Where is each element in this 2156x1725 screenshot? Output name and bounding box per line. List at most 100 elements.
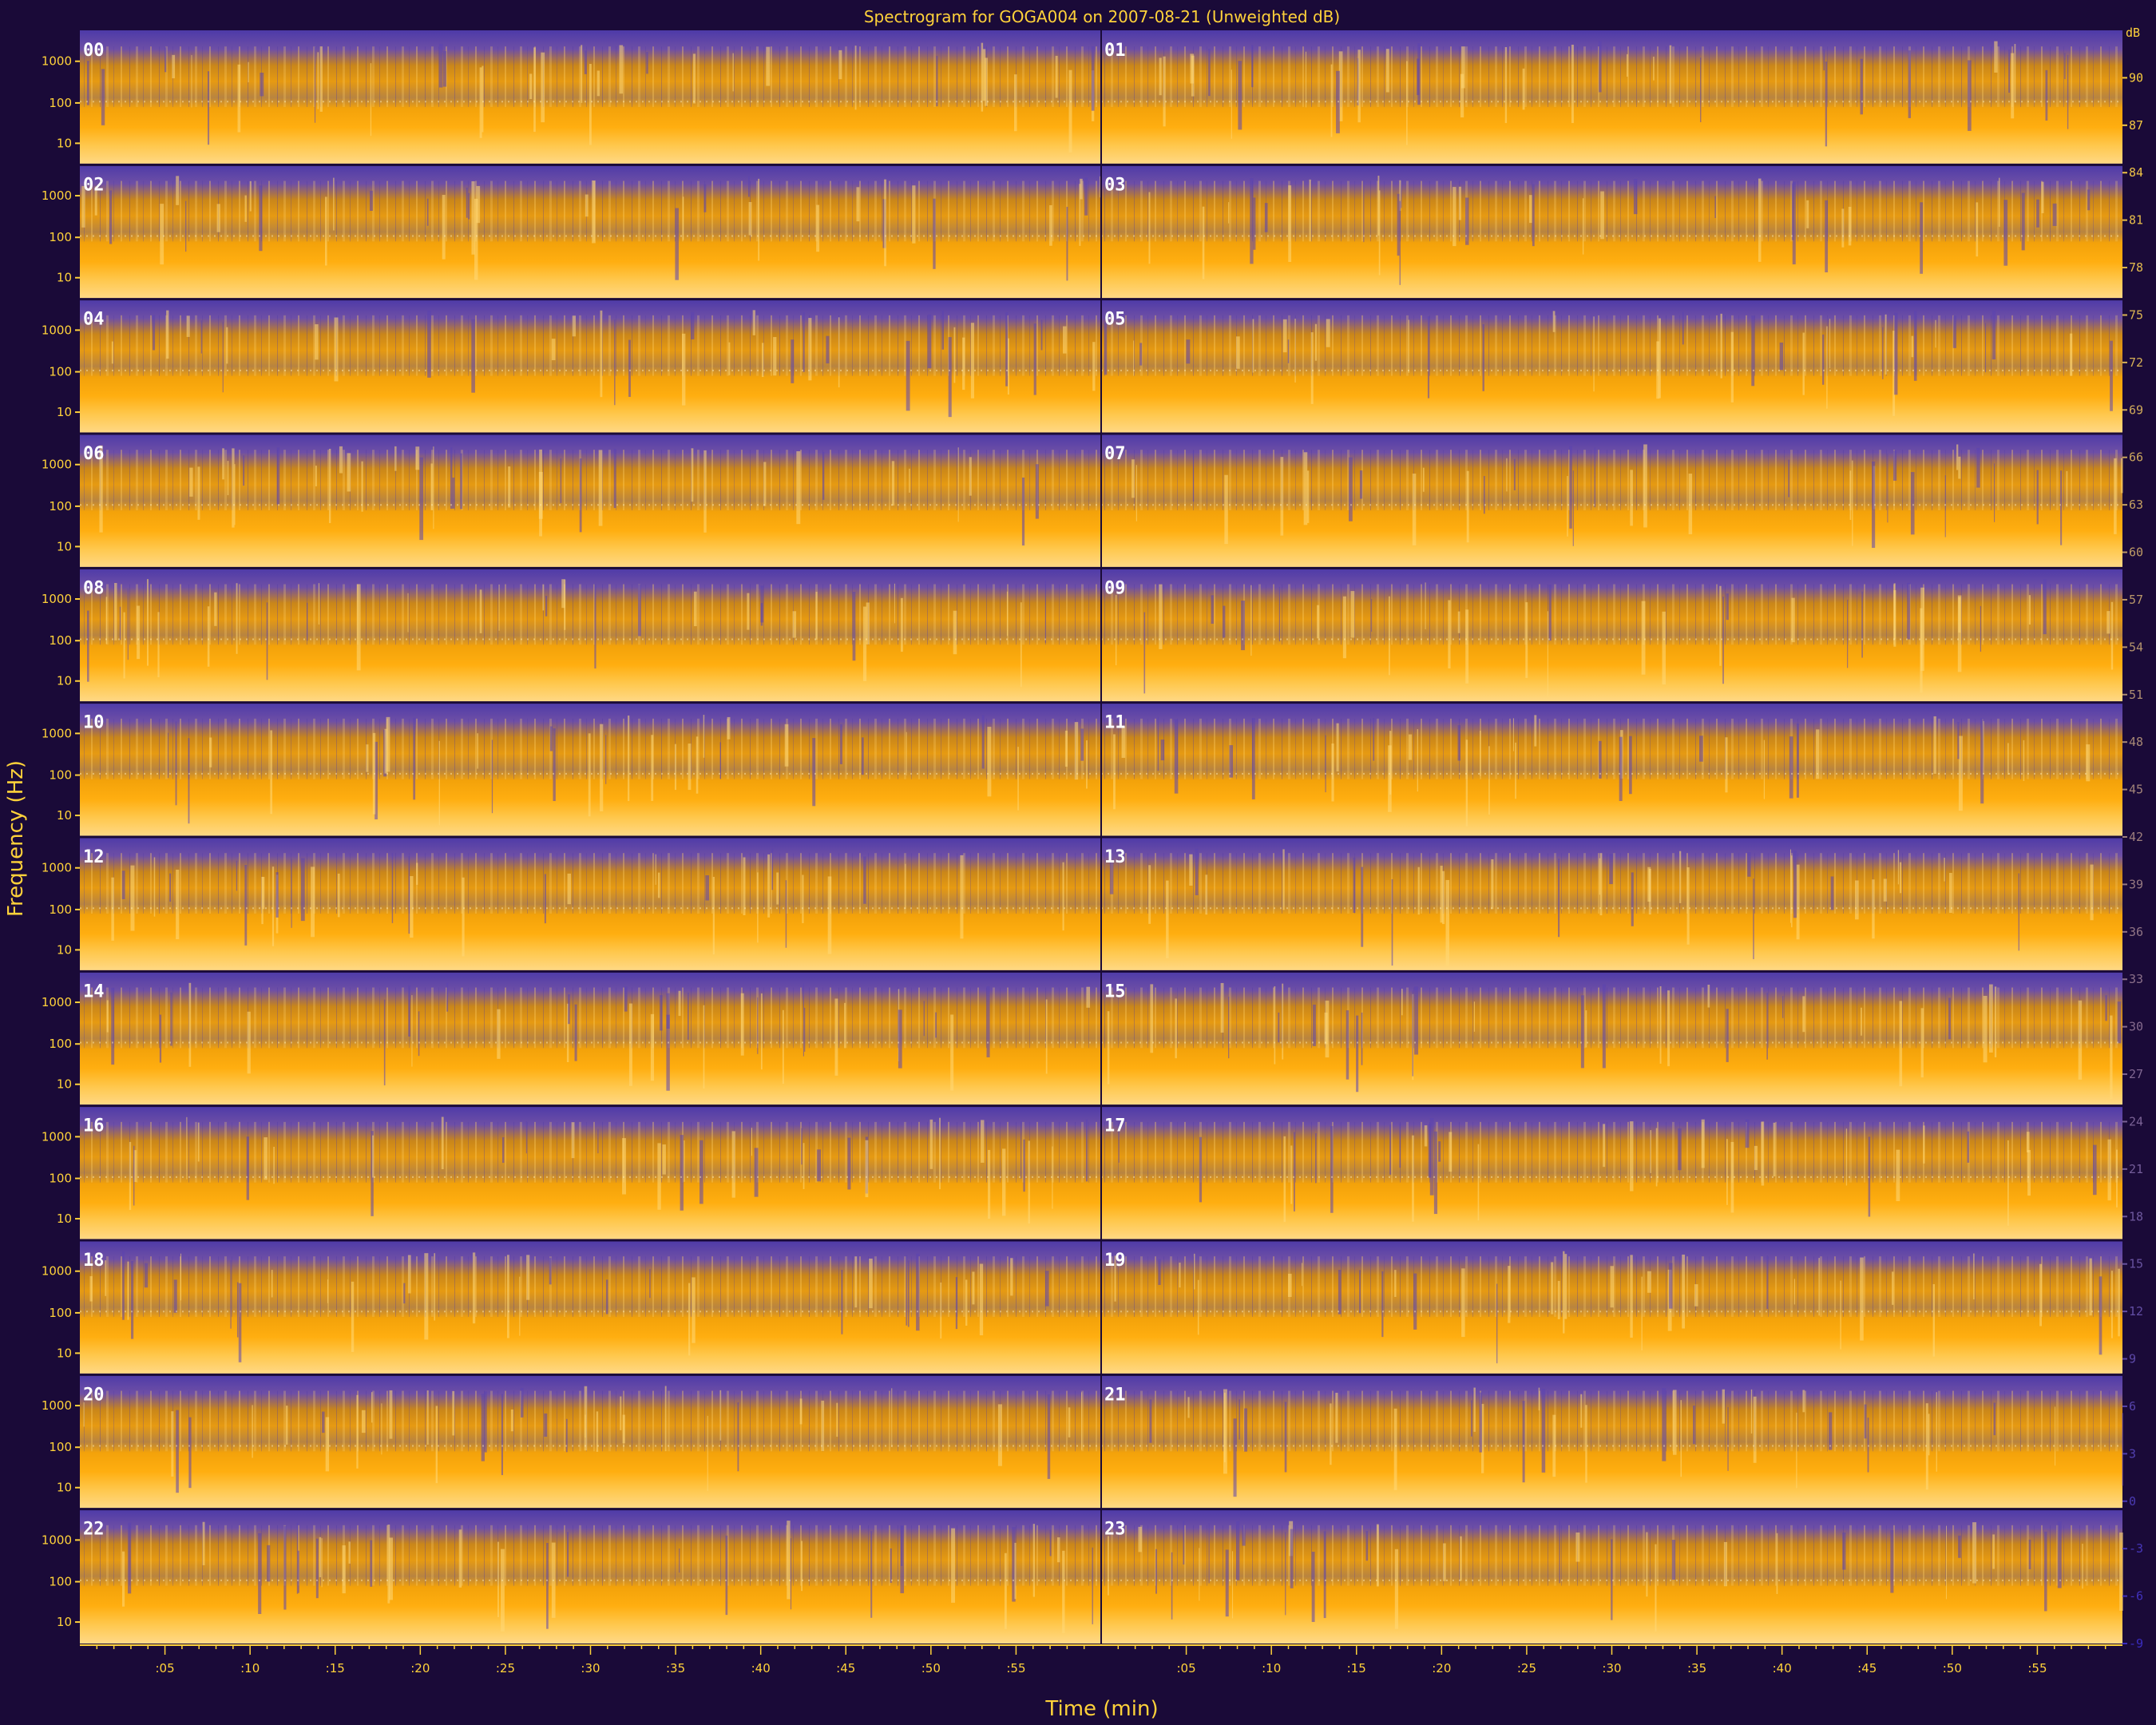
panel-event — [1440, 866, 1443, 923]
panel-event — [300, 858, 305, 922]
panel-event — [1163, 56, 1166, 127]
panel-event — [1044, 1271, 1049, 1307]
panel-event — [981, 42, 984, 112]
panel-event — [1409, 734, 1413, 760]
panel-event — [1315, 1132, 1317, 1184]
colorbar-tick-label: 90 — [2129, 70, 2143, 85]
panel-event — [1465, 609, 1469, 684]
panel-event — [891, 1388, 893, 1447]
panel-event — [650, 1013, 655, 1081]
panel-event — [1730, 331, 1734, 402]
panel-event — [1229, 745, 1234, 778]
panel-event — [244, 195, 247, 222]
panel-event — [1883, 878, 1887, 902]
panel-event — [2044, 1531, 2047, 1612]
colorbar-tick-label: 18 — [2129, 1209, 2143, 1223]
panel-event — [2099, 1276, 2102, 1355]
panel-event — [1079, 184, 1081, 246]
panel-event — [1747, 852, 1751, 877]
panel-event — [508, 466, 511, 508]
panel-event — [1290, 1145, 1293, 1204]
panel-event — [129, 1141, 132, 1211]
panel-event — [1753, 1396, 1757, 1463]
panel-event — [1433, 1131, 1437, 1215]
panel-event — [159, 1014, 162, 1063]
panel-event — [131, 1261, 134, 1339]
panel-event — [567, 873, 571, 905]
panel-event — [1766, 1255, 1768, 1310]
panel-event — [890, 1548, 892, 1583]
panel-label: 13 — [1104, 847, 1126, 867]
panel-event — [1121, 726, 1126, 758]
panel-event — [327, 1279, 328, 1303]
panel-event — [442, 195, 446, 260]
panel-event — [802, 874, 804, 923]
panel-event — [285, 1406, 288, 1445]
panel-event — [596, 70, 600, 97]
panel-texture — [1101, 450, 2122, 510]
panel-event — [1802, 332, 1805, 395]
panel-event — [962, 337, 965, 391]
panel-texture — [80, 584, 1101, 645]
panel-event — [707, 1415, 708, 1492]
spectrogram-panel-12: 12 — [80, 837, 1101, 972]
colorbar-tick-label: 30 — [2129, 1020, 2143, 1034]
panel-label: 04 — [83, 310, 105, 330]
panel-event — [771, 848, 774, 890]
x-tick-label: :15 — [1347, 1661, 1366, 1675]
panel-label: 10 — [83, 713, 105, 733]
panel-event — [1391, 878, 1393, 966]
y-tick-label: 10 — [57, 405, 72, 419]
x-tick-label: :05 — [1177, 1661, 1196, 1675]
panel-event — [1338, 1270, 1342, 1315]
panel-event — [2087, 189, 2091, 211]
panel-event — [430, 463, 433, 510]
panel-event — [1611, 1539, 1613, 1620]
panel-event — [476, 185, 481, 224]
panel-event — [854, 46, 857, 110]
panel-event — [1972, 1522, 1977, 1584]
panel-event — [1910, 472, 1915, 535]
panel-event — [1412, 474, 1417, 545]
panel-event — [529, 73, 533, 100]
panel-event — [1758, 178, 1762, 262]
colorbar-tick-label: 60 — [2129, 545, 2143, 560]
panel-texture — [80, 1525, 1101, 1586]
panel-event — [1442, 870, 1445, 925]
panel-event — [1823, 49, 1825, 71]
panel-event — [551, 1542, 556, 1618]
panel-event — [923, 1001, 925, 1037]
panel-event — [1393, 1408, 1397, 1490]
panel-event — [1471, 1400, 1472, 1437]
panel-event — [1791, 855, 1793, 928]
panel-event — [1461, 46, 1465, 89]
panel-event — [1191, 55, 1195, 97]
panel-event — [1631, 872, 1634, 926]
panel-event — [682, 196, 684, 240]
panel-event — [1541, 1389, 1546, 1473]
panel-event — [1378, 190, 1381, 276]
panel-event — [452, 478, 455, 509]
panel-event — [1789, 736, 1793, 799]
panel-event — [127, 1261, 129, 1320]
panel-event — [844, 1002, 846, 1049]
panel-event — [468, 192, 470, 220]
panel-event — [1197, 1279, 1199, 1335]
x-axis-label: Time (min) — [1044, 1697, 1158, 1721]
panel-event — [1552, 311, 1556, 332]
panel-event — [1776, 1533, 1778, 1594]
panel-event — [1707, 985, 1710, 1008]
panel-event — [1988, 984, 1993, 1053]
panel-event — [2060, 470, 2063, 545]
panel-event — [1457, 611, 1460, 633]
panel-event — [1159, 584, 1163, 649]
panel-event — [1208, 1523, 1210, 1584]
panel-texture — [80, 1390, 1101, 1452]
panel-event — [1933, 716, 1936, 774]
panel-event — [1303, 452, 1308, 525]
panel-event — [1251, 45, 1254, 88]
panel-event — [208, 71, 210, 145]
panel-event — [763, 462, 767, 506]
spectrogram-panel-23: 23 — [1101, 1509, 2123, 1644]
panel-event — [1845, 1128, 1848, 1186]
